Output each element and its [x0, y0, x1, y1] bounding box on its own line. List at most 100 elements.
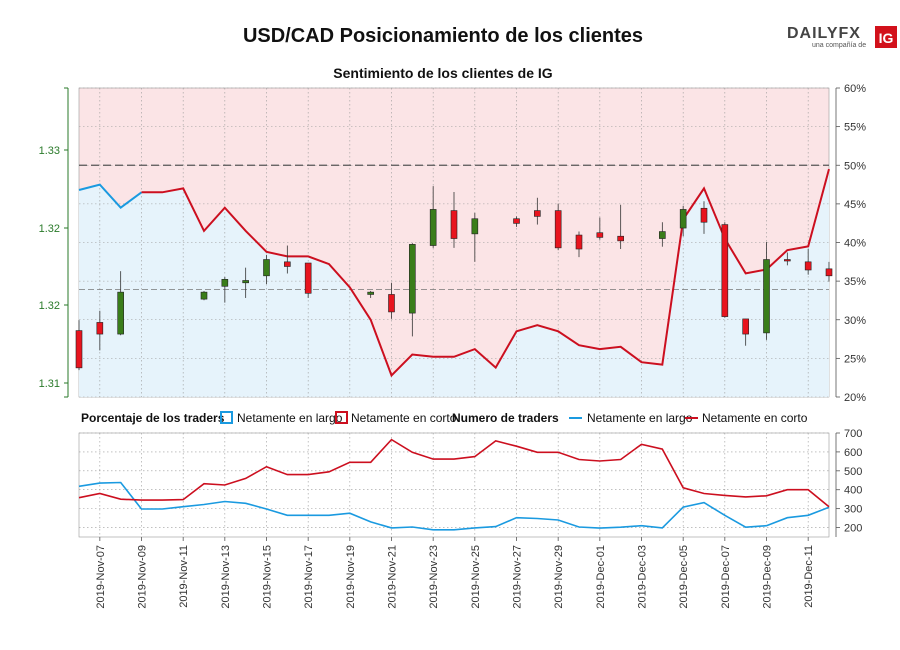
right-axis-label: 45%: [844, 199, 866, 211]
traders-panel-frame: [78, 432, 830, 538]
left-axis-label: 1.33: [39, 145, 60, 157]
candle: [200, 290, 208, 301]
candle: [617, 204, 624, 250]
left-axis-label: 1.31: [39, 378, 60, 390]
candle-body: [721, 224, 729, 317]
x-axis-label: 2019-Nov-25: [470, 545, 482, 609]
candle: [471, 212, 479, 262]
traders-axis-label: 400: [844, 485, 862, 497]
right-axis-label: 20%: [844, 392, 866, 404]
legend: Porcentaje de los traders Netamente en l…: [81, 411, 808, 425]
series-long-traders: [78, 481, 830, 531]
x-axis-label: 2019-Nov-13: [220, 545, 232, 609]
legend-pct-short: Netamente en corto: [351, 411, 457, 425]
legend-num-short: Netamente en corto: [702, 411, 808, 425]
candle: [575, 231, 583, 258]
candle-body: [75, 330, 83, 369]
candle: [284, 245, 291, 274]
candle-body: [429, 209, 437, 246]
traders-axis-label: 700: [844, 428, 862, 440]
right-axis-percent: 20% 25% 30% 35% 40% 45% 50% 55% 60%: [835, 83, 866, 404]
price-candles: [75, 186, 833, 371]
candle: [409, 243, 416, 337]
left-axis-label: 1.32: [39, 223, 60, 235]
ig-badge-text: IG: [879, 30, 894, 46]
candle: [429, 186, 437, 248]
candle-body: [263, 259, 270, 277]
candle: [596, 217, 604, 240]
left-axis-price: 1.31 1.32 1.32 1.33: [39, 87, 69, 398]
x-axis-label: 2019-Dec-09: [762, 545, 774, 609]
chart-subtitle: Sentimiento de los clientes de IG: [333, 65, 552, 81]
candle: [304, 262, 312, 298]
candle-body: [554, 210, 562, 249]
right-axis-label: 30%: [844, 315, 866, 327]
candle-body: [450, 210, 458, 239]
right-axis-label: 50%: [844, 160, 866, 172]
candle-body: [117, 291, 124, 335]
chart-title: USD/CAD Posicionamiento de los clientes: [243, 25, 643, 47]
right-axis-label: 55%: [844, 122, 866, 134]
legend-num-long: Netamente en largo: [587, 411, 693, 425]
x-axis-dates: 2019-Nov-07 2019-Nov-09 2019-Nov-11 2019-No…: [95, 537, 815, 609]
candle-body: [742, 318, 749, 335]
dailyfx-logo: DAILYFX una compañía de IG: [787, 25, 897, 49]
candle-body: [284, 261, 291, 267]
sentiment-panel: 20% 25% 30% 35% 40% 45% 50% 55% 60% 1.31 1.32 1.32…: [39, 83, 867, 404]
candle: [679, 205, 687, 237]
candle: [784, 252, 791, 266]
candle-body: [200, 291, 208, 300]
traders-axis-label: 500: [844, 466, 862, 478]
candle: [804, 249, 812, 275]
x-axis-label: 2019-Dec-01: [595, 545, 607, 609]
candle: [700, 201, 708, 234]
traders-right-axis: 200 300 400 500 600 700: [835, 428, 862, 537]
candle-body: [513, 218, 520, 224]
candle-body: [242, 280, 249, 284]
ig-badge: [875, 26, 897, 48]
x-axis-label: 2019-Nov-21: [387, 545, 399, 609]
candle: [659, 222, 666, 247]
candle-body: [659, 231, 666, 239]
left-axis-label: 1.32: [39, 300, 60, 312]
right-axis-label: 40%: [844, 238, 866, 250]
series-short-percent: [141, 168, 830, 378]
legend-pct-title: Porcentaje de los traders: [81, 411, 225, 425]
traders-axis-label: 600: [844, 447, 862, 459]
candle-body: [96, 322, 104, 335]
reference-lines: [79, 164, 829, 291]
traders-grid: [79, 432, 829, 537]
candle-body: [388, 294, 395, 313]
x-axis-label: 2019-Dec-03: [637, 545, 649, 609]
legend-pct-long: Netamente en largo: [237, 411, 343, 425]
candle-body: [763, 259, 770, 334]
brand-name: DAILYFX: [787, 25, 861, 42]
candle-body: [534, 210, 541, 217]
legend-num-title: Numero de traders: [452, 411, 559, 425]
x-axis-label: 2019-Dec-07: [720, 545, 732, 609]
x-axis-label: 2019-Dec-05: [678, 545, 690, 609]
series-long-percent: [78, 183, 143, 210]
candle: [534, 197, 541, 225]
candle-body: [784, 259, 791, 262]
x-axis-label: 2019-Nov-27: [512, 545, 524, 609]
legend-pct-short-swatch: [335, 411, 348, 424]
candle-body: [679, 209, 687, 229]
x-axis-label: 2019-Nov-07: [95, 545, 107, 609]
candle-body: [617, 235, 624, 242]
candle: [763, 242, 770, 340]
candle: [554, 203, 562, 251]
brand-subtitle: una compañía de: [812, 42, 866, 49]
right-axis-label: 35%: [844, 276, 866, 288]
candle: [221, 276, 229, 303]
candle-body: [700, 207, 708, 223]
traders-axis-label: 300: [844, 504, 862, 516]
candle: [367, 290, 374, 298]
candle-body: [575, 234, 583, 250]
x-axis-label: 2019-Nov-15: [262, 545, 274, 609]
candle-body: [367, 291, 374, 295]
candle: [117, 271, 124, 336]
candle: [75, 320, 83, 371]
candle: [96, 310, 104, 351]
